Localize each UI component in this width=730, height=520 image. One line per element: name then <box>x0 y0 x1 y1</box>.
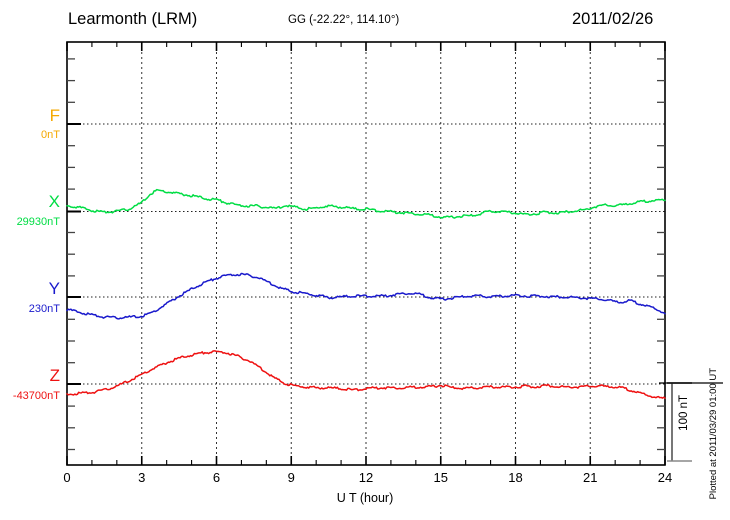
station-title: Learmonth (LRM) <box>68 10 198 28</box>
data-traces <box>66 188 666 399</box>
scale-bar <box>659 382 723 462</box>
x-tick-label: 9 <box>287 470 295 485</box>
x-tick-label: 18 <box>508 470 523 485</box>
component-label-x: X <box>48 192 60 211</box>
component-baseline-y: 230nT <box>28 303 60 315</box>
scalebar-label: 100 nT <box>678 395 690 431</box>
x-tick-label: 15 <box>433 470 448 485</box>
x-tick-label: 3 <box>138 470 146 485</box>
x-tick-label: 24 <box>657 470 673 485</box>
geographic-coordinates: GG (-22.22°, 114.10°) <box>288 14 400 26</box>
component-label-z: Z <box>49 366 60 385</box>
component-label-y: Y <box>48 279 60 298</box>
plot-date: 2011/02/26 <box>572 10 654 28</box>
component-baseline-f: 0nT <box>41 129 60 141</box>
baseline-lines <box>67 123 665 385</box>
component-baseline-x: 29930nT <box>16 216 60 228</box>
component-label-f: F <box>49 106 60 125</box>
trace-x <box>66 188 666 219</box>
trace-z <box>66 350 666 399</box>
x-tick-label: 0 <box>63 470 71 485</box>
x-tick-label: 6 <box>212 470 221 485</box>
trace-y <box>66 272 666 320</box>
component-baseline-z: -43700nT <box>12 390 60 402</box>
x-tick-label: 12 <box>358 470 374 485</box>
x-tick-label: 21 <box>583 470 598 485</box>
plotted-timestamp: Plotted at 2011/03/29 01:00 UT <box>708 368 719 500</box>
grid-lines <box>141 42 591 465</box>
axis-ticks <box>66 42 666 465</box>
x-axis-title: U T (hour) <box>336 491 394 505</box>
